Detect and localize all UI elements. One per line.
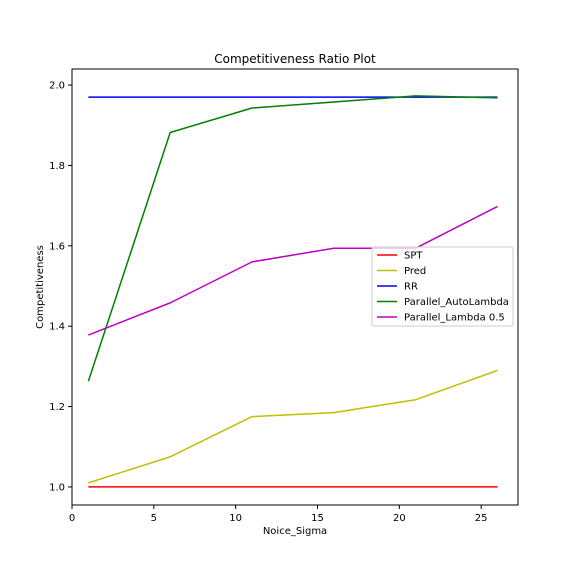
x-tick-label: 20 [393, 513, 406, 524]
y-axis: 1.0 1.2 1.4 1.6 1.8 2.0 [49, 81, 72, 493]
series-line-parallel-autolambda [87, 95, 498, 382]
x-axis: 0 5 10 15 20 25 [69, 505, 488, 524]
legend-label-parallel-autolambda: Parallel_AutoLambda [404, 297, 509, 308]
y-tick-label: 1.8 [49, 161, 65, 172]
plot-frame [71, 68, 519, 506]
series-line-pred [88, 369, 498, 484]
x-tick-label: 5 [151, 513, 157, 524]
x-axis-label: Noice_Sigma [263, 526, 327, 537]
plot-lines [87, 95, 498, 488]
series-line-parallel-lambda-0-5 [88, 205, 498, 336]
y-tick-label: 1.6 [49, 241, 65, 252]
legend-label-rr: RR [404, 282, 418, 293]
x-tick-label: 15 [311, 513, 324, 524]
x-tick-label: 25 [475, 513, 488, 524]
legend: SPT Pred RR Parallel_AutoLambda Parallel_Lam… [371, 246, 514, 327]
x-tick-label: 10 [229, 513, 242, 524]
legend-label-spt: SPT [404, 251, 423, 262]
legend-label-pred: Pred [404, 266, 426, 277]
y-tick-label: 1.0 [49, 482, 65, 493]
y-axis-label: Competitiveness [35, 245, 46, 329]
y-tick-label: 1.4 [49, 322, 65, 333]
legend-box [371, 246, 514, 327]
x-tick-label: 0 [69, 513, 75, 524]
y-tick-label: 2.0 [49, 81, 65, 92]
y-tick-label: 1.2 [49, 402, 65, 413]
chart-title: Competitiveness Ratio Plot [214, 52, 376, 66]
legend-label-parallel-lambda-0-5: Parallel_Lambda 0.5 [404, 313, 505, 324]
